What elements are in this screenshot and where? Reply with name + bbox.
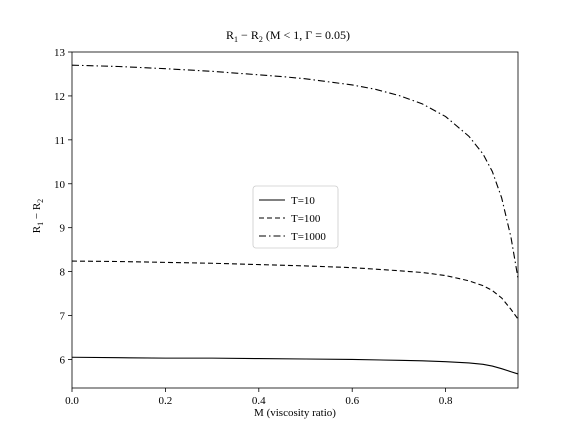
ylabel-part: 2 xyxy=(36,199,45,203)
y-tick-label: 11 xyxy=(54,135,65,147)
series-line-t-10 xyxy=(71,356,519,375)
x-tick-label: 0.8 xyxy=(439,395,453,407)
ylabel-part: − R xyxy=(31,202,43,222)
y-tick-label: 13 xyxy=(54,47,66,59)
y-tick-label: 12 xyxy=(54,91,65,103)
series-line-t-1000 xyxy=(71,64,519,279)
title-part: − R xyxy=(238,28,259,42)
plot-area xyxy=(71,64,519,375)
y-tick-label: 6 xyxy=(60,354,66,366)
x-axis-label: M (viscosity ratio) xyxy=(254,407,336,419)
title-part: (M < 1, Γ = 0.05) xyxy=(263,28,350,42)
x-tick-label: 0.2 xyxy=(159,395,173,407)
axes-frame xyxy=(71,51,519,389)
y-tick-label: 10 xyxy=(54,179,66,191)
title-part: R xyxy=(226,28,234,42)
legend-box xyxy=(252,185,339,249)
y-tick-label: 7 xyxy=(60,311,66,323)
y-axis-label: R1 − R2 xyxy=(31,199,45,233)
y-tick-label: 8 xyxy=(60,267,66,279)
ylabel-part: R xyxy=(31,225,43,233)
legend: T=10 T=100 T=1000 xyxy=(252,185,339,249)
x-tick-label: 0.4 xyxy=(252,395,266,407)
x-tick-label: 0.6 xyxy=(345,395,359,407)
legend-label: T=1000 xyxy=(291,231,326,243)
series-line-t-100 xyxy=(71,260,519,320)
axis-ticks: 0.0 0.2 0.4 0.6 0.8 6 7 8 9 10 11 12 13 xyxy=(54,47,453,407)
y-tick-label: 9 xyxy=(60,223,66,235)
legend-label: T=10 xyxy=(291,195,315,207)
x-tick-label: 0.0 xyxy=(65,395,79,407)
title-part: 1 xyxy=(234,35,238,44)
chart-title: R1 − R2 (M < 1, Γ = 0.05) xyxy=(226,28,350,44)
title-part: 2 xyxy=(259,35,263,44)
legend-label: T=100 xyxy=(291,213,321,225)
ylabel-part: 1 xyxy=(36,222,45,226)
